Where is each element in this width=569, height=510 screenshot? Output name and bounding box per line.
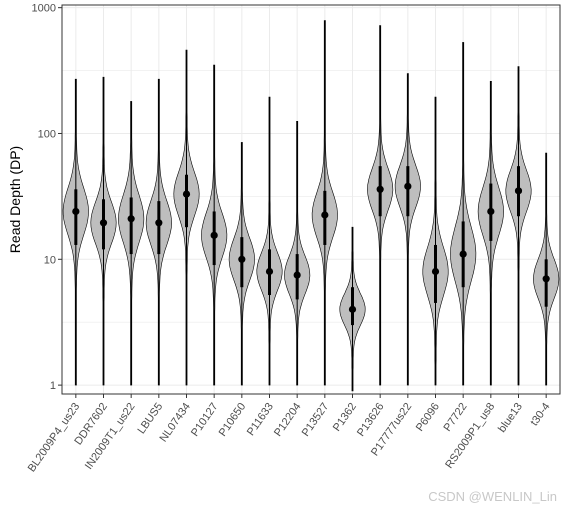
median-point-13	[431, 267, 440, 276]
median-point-5	[210, 231, 218, 239]
median-point-11	[376, 185, 384, 193]
median-point-4	[182, 190, 191, 198]
median-point-7	[265, 267, 274, 276]
iqr-box-17	[544, 259, 548, 307]
x-tick-label: P7722	[442, 401, 470, 434]
x-tick-label: LBUS5	[135, 401, 165, 436]
watermark: CSDN @WENLIN_Lin	[428, 489, 557, 504]
median-point-14	[459, 250, 467, 258]
iqr-box-3	[157, 201, 161, 255]
median-point-2	[127, 215, 135, 223]
x-tick-label: P10127	[189, 401, 221, 439]
median-point-0	[72, 207, 80, 216]
median-point-12	[404, 182, 412, 190]
median-point-3	[155, 219, 163, 227]
y-axis-title: Read Depth (DP)	[7, 146, 23, 253]
x-axis-ticks: BL2009P4_us23DDR7602IN2009T1_us22LBUS5NL…	[26, 394, 553, 474]
median-point-10	[348, 305, 357, 313]
median-point-17	[542, 275, 550, 283]
iqr-box-4	[185, 174, 188, 228]
x-tick-label: P6096	[414, 401, 442, 434]
x-tick-label: P10650	[217, 401, 249, 439]
median-point-8	[293, 271, 301, 279]
x-tick-label: IN2009T1_us22	[83, 401, 138, 472]
x-tick-label: blue13	[496, 401, 525, 435]
median-point-1	[99, 219, 108, 227]
median-point-6	[238, 255, 246, 263]
x-tick-label: P12204	[272, 401, 304, 439]
x-tick-label: P13527	[300, 401, 332, 439]
iqr-box-2	[129, 197, 133, 255]
y-tick-label: 100	[38, 128, 56, 140]
median-point-9	[321, 211, 329, 219]
iqr-box-12	[406, 166, 410, 217]
y-tick-label: 1	[50, 380, 56, 392]
y-axis-ticks: 1 10 100 1000	[32, 3, 62, 392]
x-tick-label: P1362	[331, 401, 359, 434]
iqr-box-0	[74, 189, 78, 245]
panel-border	[61, 4, 561, 395]
median-point-15	[487, 207, 495, 216]
violins	[62, 20, 560, 392]
y-tick-label: 10	[44, 254, 56, 266]
x-tick-label: t30-4	[528, 401, 552, 428]
median-point-16	[514, 187, 523, 195]
y-tick-label: 1000	[32, 3, 56, 15]
